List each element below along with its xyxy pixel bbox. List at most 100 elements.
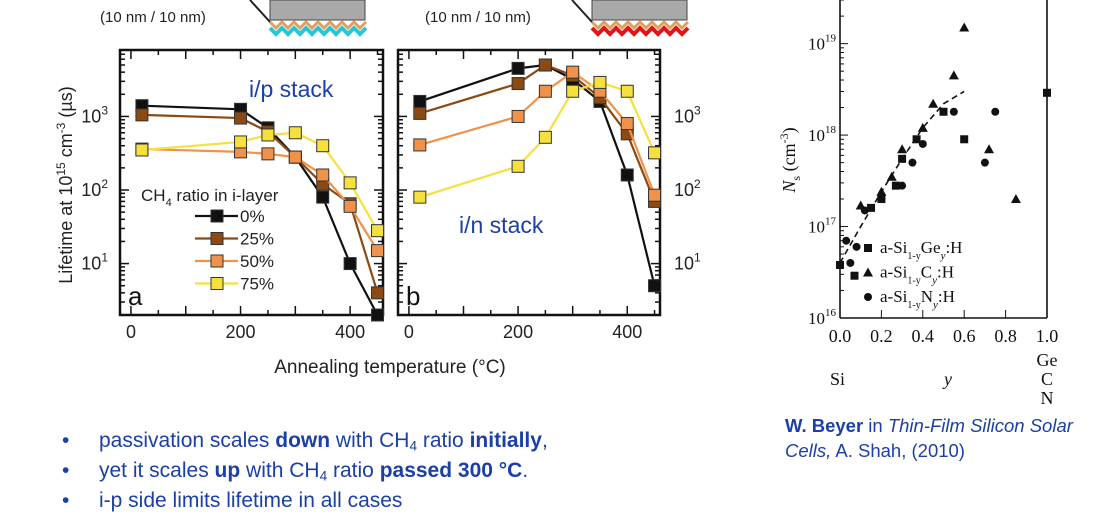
square-point bbox=[898, 154, 907, 163]
y-label-exp1: 15 bbox=[54, 162, 68, 176]
data-point bbox=[620, 168, 634, 182]
y-tick-label: 1017 bbox=[808, 216, 837, 237]
circle-point bbox=[877, 195, 886, 204]
data-point bbox=[316, 190, 330, 204]
bullet-text: ratio bbox=[417, 429, 470, 452]
square-point bbox=[1043, 88, 1051, 97]
legend-sub2: y bbox=[932, 299, 938, 311]
legend-circle bbox=[864, 293, 872, 301]
legend-title-pre: CH bbox=[141, 186, 166, 205]
bullet-text: passivation scales bbox=[99, 429, 276, 452]
y-label-close: ) bbox=[779, 127, 800, 133]
x-tick-label: 1.0 bbox=[1036, 326, 1059, 346]
y-tick-label: 103 bbox=[81, 103, 108, 126]
device-leader-line bbox=[571, 0, 593, 23]
x-label-element: N bbox=[1041, 388, 1054, 408]
y-tick-label: 103 bbox=[674, 103, 701, 126]
y-tick-label: 1019 bbox=[808, 33, 837, 54]
y-tick-exp: 3 bbox=[101, 103, 108, 117]
y-tick-base: 10 bbox=[81, 180, 101, 200]
x-tick-label: 0.6 bbox=[953, 326, 976, 346]
bullet-text: with CH bbox=[330, 429, 410, 452]
circle-point bbox=[860, 206, 869, 215]
x-axis-label: Annealing temperature (°C) bbox=[274, 357, 506, 378]
data-point bbox=[511, 159, 525, 173]
right-layer-label: (10 nm / 10 nm) bbox=[425, 9, 531, 26]
device-layer-wave bbox=[590, 25, 690, 37]
bullet-text: initially bbox=[469, 429, 542, 452]
data-point bbox=[371, 286, 385, 300]
bullet-text: i-p side limits lifetime in all cases bbox=[99, 489, 403, 512]
credit-title: Thin-Film Silicon Solar Cells, bbox=[785, 415, 1073, 461]
data-point bbox=[288, 150, 302, 164]
data-point bbox=[261, 128, 275, 142]
y-tick-base: 10 bbox=[81, 106, 101, 126]
legend-label: a-Si1-yCy:H bbox=[880, 263, 954, 287]
data-point bbox=[413, 190, 427, 204]
bullet-text: down bbox=[275, 429, 331, 452]
legend-title-sub: 4 bbox=[166, 197, 172, 209]
device-leader-line bbox=[249, 0, 271, 23]
y-label-unit: (cm bbox=[779, 143, 800, 175]
square-point bbox=[836, 260, 844, 269]
data-point bbox=[620, 84, 634, 98]
legend-marker bbox=[210, 254, 224, 268]
data-point bbox=[316, 168, 330, 182]
y-label-pre: Lifetime at 10 bbox=[56, 176, 76, 284]
x-tick-label: 0.2 bbox=[870, 326, 893, 346]
square-point bbox=[891, 181, 900, 190]
data-point bbox=[620, 117, 634, 131]
y-label-post: (µs) bbox=[56, 86, 76, 122]
data-point bbox=[413, 138, 427, 152]
x-tick-label: 200 bbox=[226, 322, 256, 342]
legend-sub2: y bbox=[931, 275, 937, 287]
legend-title-post: ratio in i-layer bbox=[172, 186, 279, 205]
triangle-point bbox=[876, 186, 887, 196]
legend-base: a-Si bbox=[880, 238, 908, 257]
y-tick-label: 1018 bbox=[808, 124, 837, 145]
y-label-exp2: -3 bbox=[54, 122, 68, 133]
credit-rest: A. Shah, (2010) bbox=[831, 440, 965, 461]
stack-label: i/p stack bbox=[249, 76, 334, 102]
data-point bbox=[413, 94, 427, 108]
legend-el: N bbox=[921, 287, 933, 306]
device-layer-wave bbox=[268, 25, 368, 37]
triangle-point bbox=[984, 144, 995, 154]
y-label-sub: s bbox=[789, 176, 803, 181]
legend-label: 50% bbox=[240, 252, 274, 271]
plot-frame bbox=[118, 48, 385, 317]
data-point bbox=[316, 139, 330, 153]
bullet-text: . bbox=[522, 459, 529, 482]
device-wafer bbox=[591, 0, 688, 21]
y-tick-exp: 1 bbox=[694, 251, 701, 265]
y-tick-exp: 17 bbox=[825, 216, 837, 228]
circle-point bbox=[908, 158, 917, 167]
x-tick-label: 400 bbox=[612, 322, 642, 342]
x-tick-label: 0.0 bbox=[829, 326, 852, 346]
legend-label: 25% bbox=[240, 230, 274, 249]
stack-label: i/n stack bbox=[459, 212, 544, 238]
data-point bbox=[135, 108, 149, 122]
bullet-text: ratio bbox=[327, 459, 380, 482]
credit-author: W. Beyer bbox=[785, 415, 864, 436]
y-tick-label: 102 bbox=[674, 177, 701, 200]
y-label-n: N bbox=[779, 180, 799, 194]
square-point bbox=[850, 271, 859, 280]
data-point bbox=[566, 65, 580, 79]
data-point bbox=[538, 58, 552, 72]
y-label-mid: cm bbox=[56, 133, 76, 162]
y-tick-exp: 3 bbox=[694, 103, 701, 117]
square-point bbox=[939, 107, 948, 116]
bullet-item: • i-p side limits lifetime in all cases bbox=[62, 486, 742, 516]
legend-base: a-Si bbox=[880, 287, 908, 306]
x-label-si: Si bbox=[830, 369, 845, 389]
y-tick-exp: 2 bbox=[101, 177, 108, 191]
legend-label: 75% bbox=[240, 275, 274, 294]
bullet-item: • passivation scales down with CH4 ratio … bbox=[62, 426, 742, 456]
legend-end: :H bbox=[937, 263, 954, 282]
y-tick-base: 10 bbox=[808, 126, 825, 145]
triangle-point bbox=[1010, 194, 1021, 204]
